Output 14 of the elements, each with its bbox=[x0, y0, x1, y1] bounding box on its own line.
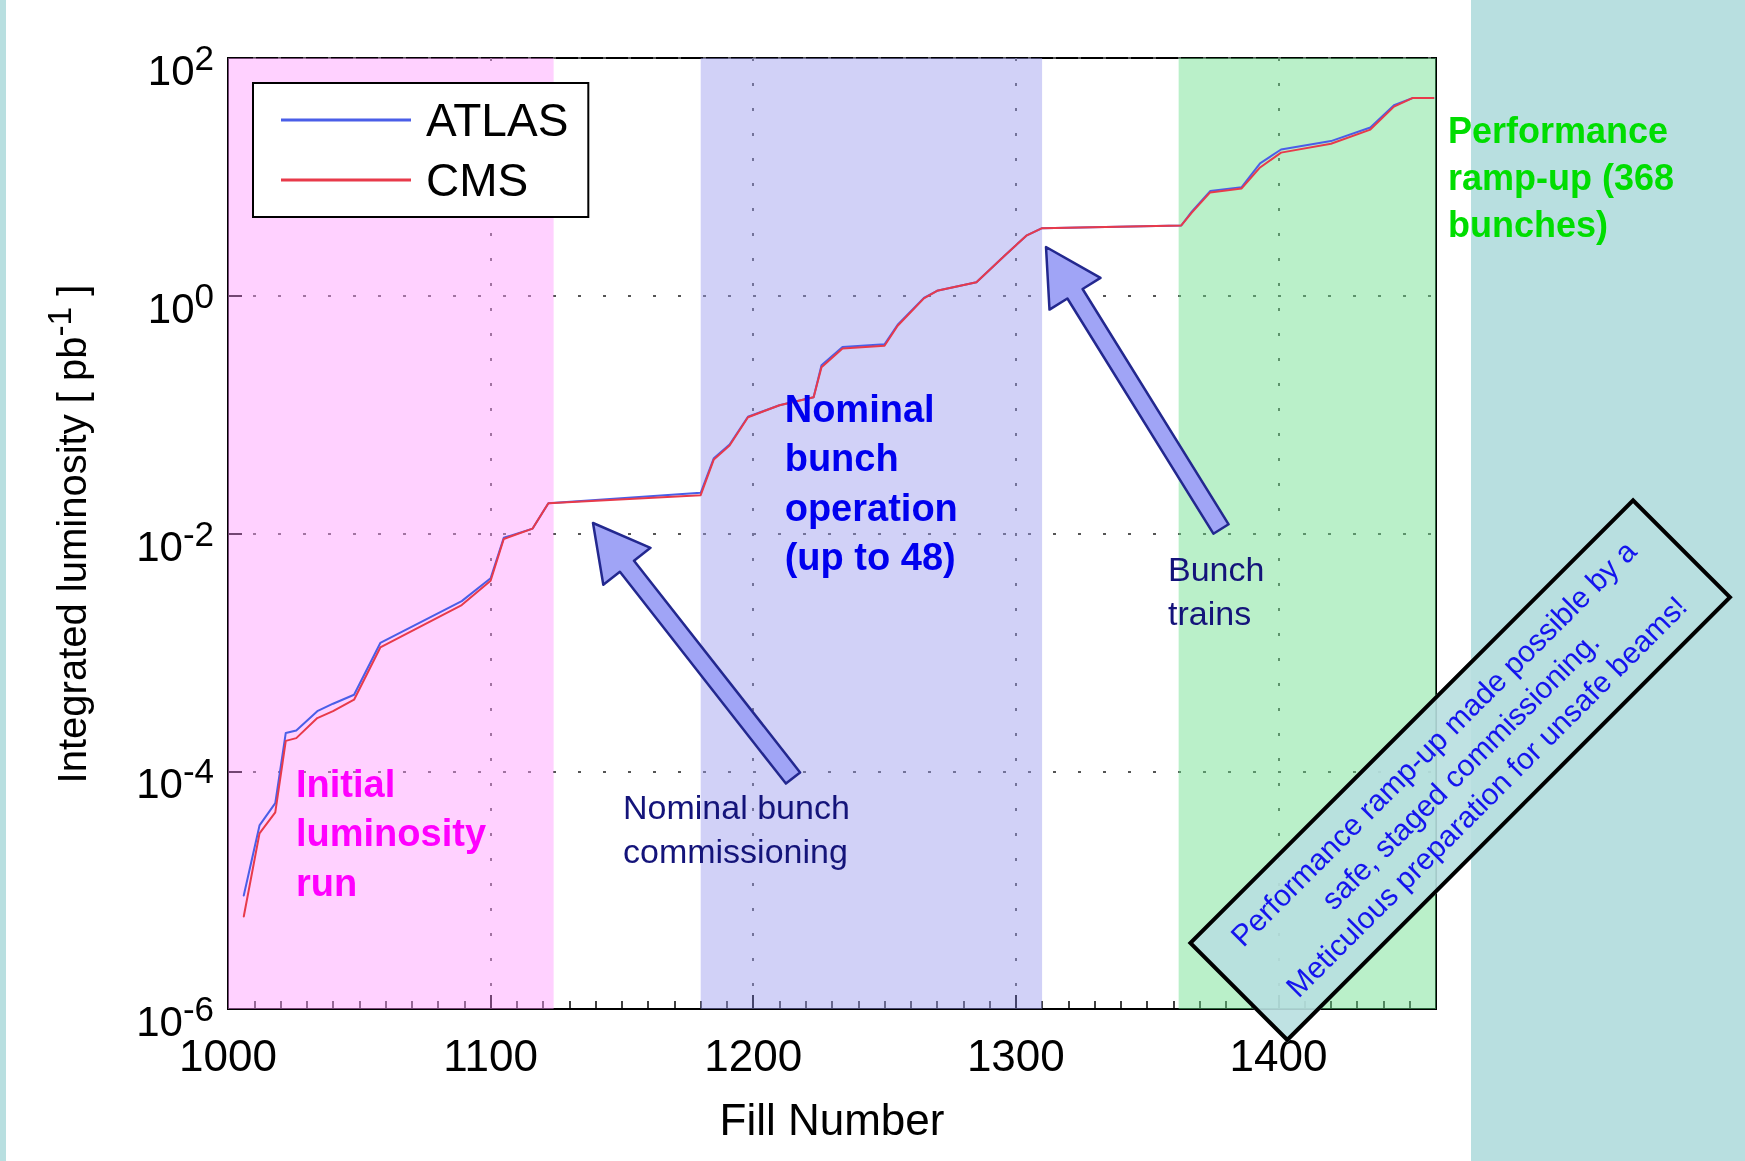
y-tick-label: 10$^{2}$ bbox=[147, 37, 214, 96]
annotation: Nominal bunch commissioning bbox=[623, 787, 851, 873]
y-tick-label: 10$^{-2}$ bbox=[136, 512, 214, 572]
x-axis-title: Fill Number bbox=[719, 1094, 945, 1144]
band-label: Initial luminosity run bbox=[296, 762, 488, 906]
band-label: Nominal bunch operation (up to 48) bbox=[784, 387, 959, 581]
y-tick-label: 10$^{0}$ bbox=[147, 274, 214, 334]
legend-label: CMS bbox=[426, 154, 529, 206]
y-tick-label: 10$^{-4}$ bbox=[136, 750, 214, 810]
x-tick-label: 1300 bbox=[966, 1030, 1065, 1080]
band-label: Performance ramp-up (368 bunches) bbox=[1448, 109, 1676, 247]
x-tick-label: 1100 bbox=[443, 1030, 538, 1080]
x-tick-label: 1200 bbox=[704, 1030, 803, 1080]
legend-label: ATLAS bbox=[426, 94, 569, 146]
